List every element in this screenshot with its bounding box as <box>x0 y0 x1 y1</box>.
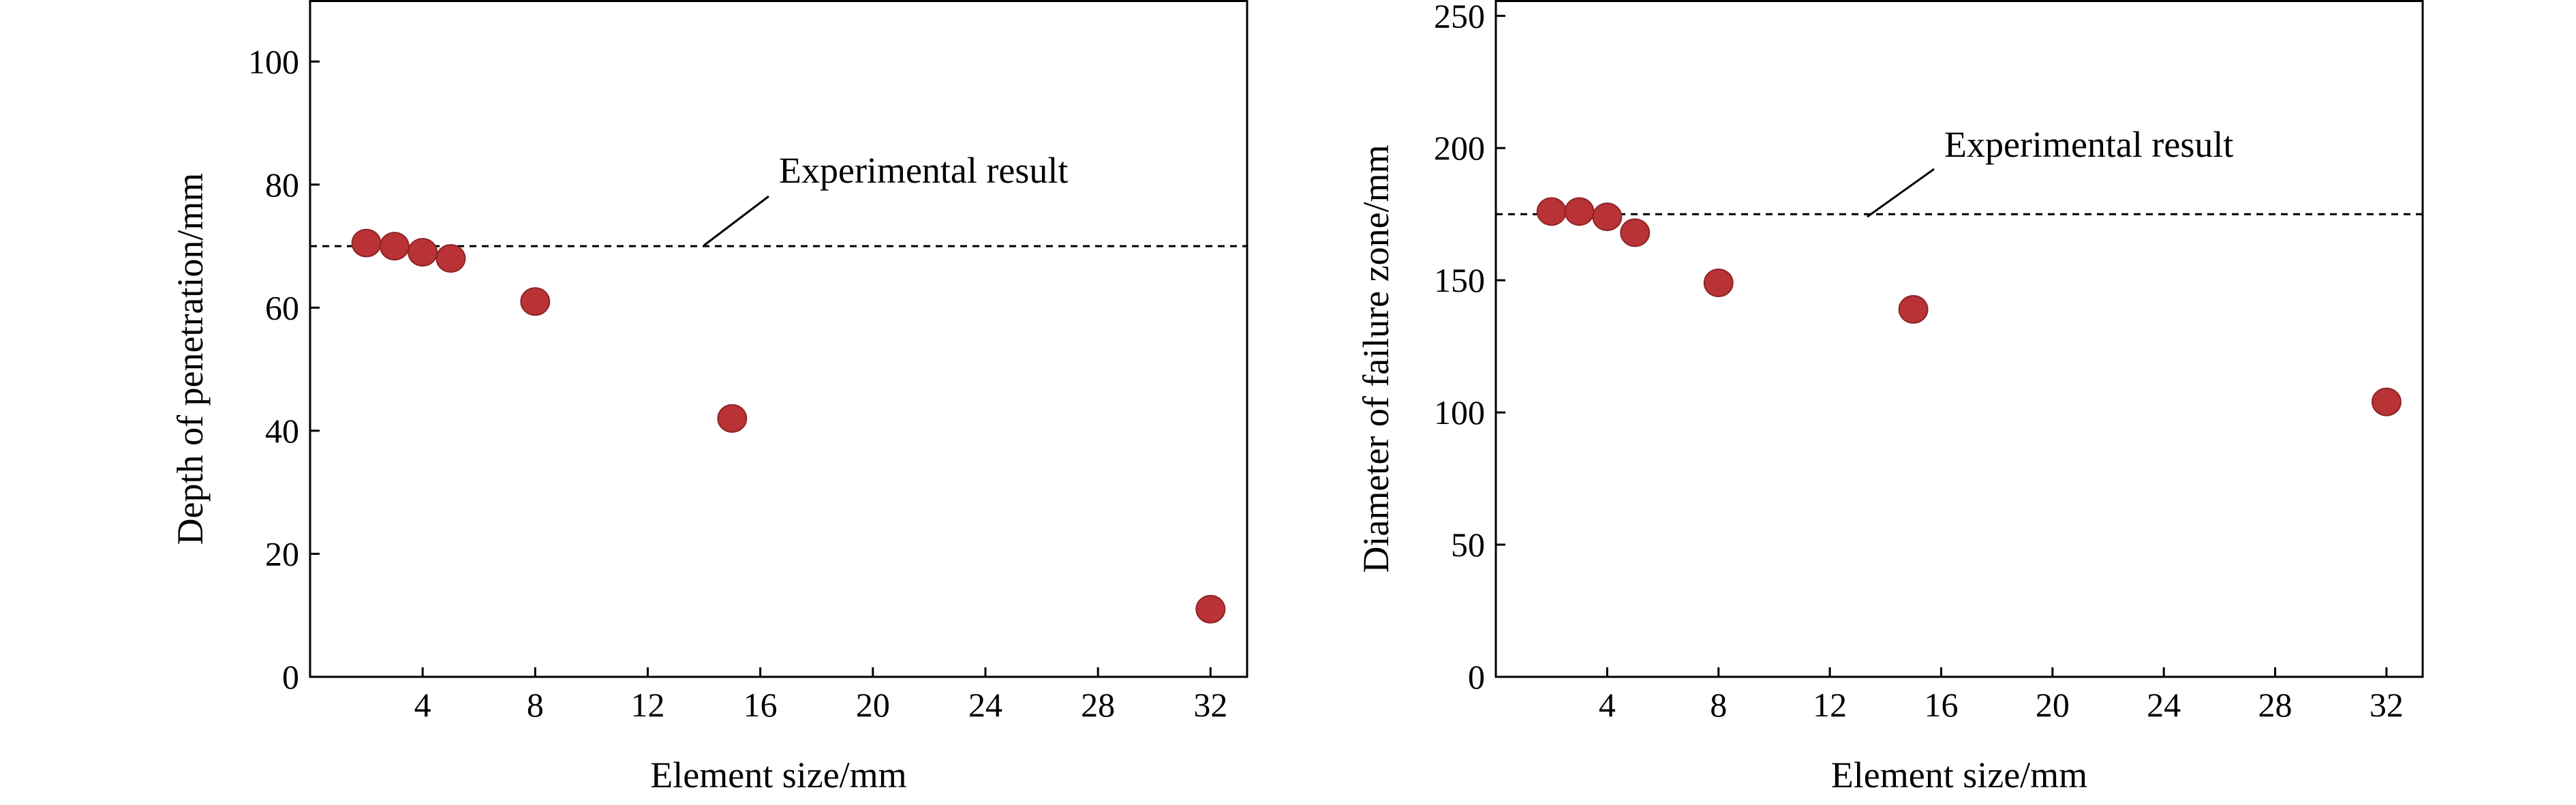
data-point <box>1536 197 1567 226</box>
data-point <box>1898 294 1929 324</box>
x-tick-label: 20 <box>2036 686 2070 724</box>
data-point <box>435 244 466 273</box>
x-tick-label: 12 <box>630 686 664 724</box>
annotation-leader <box>703 195 769 247</box>
y-tick-label: 20 <box>265 534 299 573</box>
y-tick-label: 200 <box>1434 129 1485 167</box>
x-tick-label: 12 <box>1813 686 1847 724</box>
x-tick-label: 8 <box>527 686 544 724</box>
x-tick-label: 4 <box>1599 686 1616 724</box>
x-tick-label: 28 <box>1081 686 1115 724</box>
plot-frame <box>1494 0 2424 678</box>
experimental-result-label: Experimental result <box>1944 124 2233 165</box>
y-tick-label: 150 <box>1434 261 1485 299</box>
x-axis-title: Element size/mm <box>1831 755 2087 795</box>
data-point <box>1195 594 1226 624</box>
data-point <box>351 228 382 258</box>
x-tick-label: 32 <box>2370 686 2404 724</box>
chart-1: 4 8 12 16 20 24 28 32 0 20 40 60 80 100 Element size/m… <box>170 0 1248 795</box>
y-tick-label: 40 <box>265 412 299 450</box>
annotation-leader <box>1867 168 1935 218</box>
x-axis-title: Element size/mm <box>650 755 906 795</box>
y-tick-label: 80 <box>265 166 299 204</box>
data-point <box>1592 202 1623 232</box>
x-tick-label: 24 <box>968 686 1002 724</box>
x-tick-label: 16 <box>743 686 778 724</box>
y-tick-label: 250 <box>1434 0 1485 35</box>
x-tick-label: 16 <box>1924 686 1958 724</box>
y-axis-title: Depth of penetration/mm <box>170 173 211 545</box>
y-tick-label: 100 <box>248 42 299 80</box>
data-point <box>1703 269 1734 298</box>
data-point <box>1620 218 1651 247</box>
data-point <box>717 404 748 433</box>
x-tick-label: 28 <box>2258 686 2293 724</box>
y-axis-title: Diameter of failure zone/mm <box>1355 145 1396 573</box>
x-tick-label: 32 <box>1193 686 1227 724</box>
data-point <box>379 232 410 261</box>
plot-frame <box>309 0 1248 678</box>
x-tick-label: 20 <box>856 686 890 724</box>
chart-2: 4 8 12 16 20 24 28 32 0 50 100 150 200 250 Element siz… <box>1355 0 2424 795</box>
x-tick-label: 8 <box>1710 686 1727 724</box>
y-tick-label: 0 <box>1468 658 1485 696</box>
x-tick-label: 4 <box>414 686 431 724</box>
experimental-result-label: Experimental result <box>779 150 1068 191</box>
data-point <box>408 238 438 267</box>
y-tick-label: 0 <box>282 658 299 696</box>
x-tick-label: 24 <box>2147 686 2181 724</box>
data-point <box>520 287 551 316</box>
data-point <box>1564 197 1595 226</box>
data-point <box>2371 387 2402 416</box>
y-tick-label: 50 <box>1451 526 1485 564</box>
y-tick-label: 100 <box>1434 393 1485 431</box>
y-tick-label: 60 <box>265 288 299 326</box>
